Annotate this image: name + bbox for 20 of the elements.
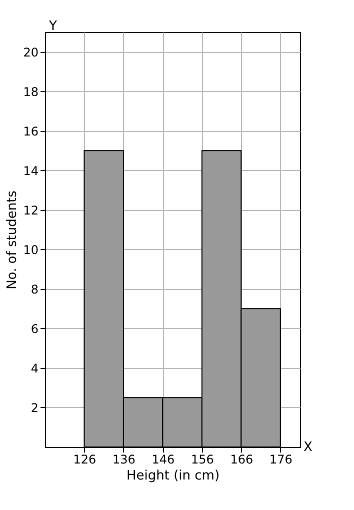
y-tick-label: 6 (30, 322, 38, 336)
text: X (304, 440, 313, 455)
x-tick-label: 136 (112, 452, 136, 466)
x-tick-label: 156 (190, 452, 214, 466)
y-tick-label: 4 (30, 361, 38, 376)
annotation: Y (48, 19, 58, 34)
x-tick-label: 166 (230, 452, 254, 466)
y-tick-label: 14 (23, 164, 38, 178)
x-tick-label: 146 (152, 452, 175, 466)
x-tick-label: 176 (269, 452, 292, 466)
y-tick-label: 18 (23, 84, 38, 99)
x-axis-title: Height (in cm) (126, 468, 220, 484)
y-tick-label: 16 (23, 124, 38, 138)
y-tick-label: 8 (30, 282, 38, 296)
y-axis-title: No. of students (5, 190, 20, 290)
y-tick-label: 12 (23, 203, 38, 218)
x-tick-label: 126 (73, 452, 96, 466)
y-tick-label: 10 (23, 242, 38, 257)
y-tick-label: 20 (23, 45, 38, 60)
y-tick-label: 2 (30, 400, 38, 415)
